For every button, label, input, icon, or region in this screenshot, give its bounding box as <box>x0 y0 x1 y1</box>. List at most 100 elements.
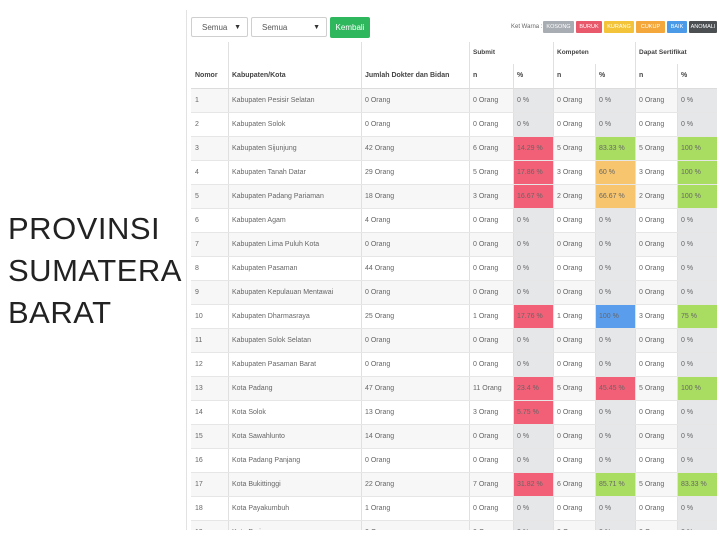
cell-kompeten-n: 0 Orang <box>557 433 583 440</box>
cell-submit-n: 7 Orang <box>473 481 499 488</box>
filter-select-2[interactable]: Semua ▼ <box>251 17 327 37</box>
cell-nomor: 15 <box>195 433 203 440</box>
cell-kabupaten: Kabupaten Pasaman Barat <box>232 361 317 368</box>
group-header-submit: Submit <box>473 49 496 56</box>
cell-sertifikat-n: 0 Orang <box>639 337 665 344</box>
cell-sertifikat-pct: 0 % <box>677 401 717 424</box>
cell-kabupaten: Kota Pariaman <box>228 521 361 530</box>
table-row: 17 Kota Bukittinggi 22 Orang 7 Orang 31.82 %… <box>191 473 717 497</box>
cell-kompeten-pct: 100 % <box>595 305 635 328</box>
cell-nomor: 2 <box>195 121 199 128</box>
back-button[interactable]: Kembali <box>330 17 370 38</box>
filter-select-1[interactable]: Semua ▼ <box>191 17 248 37</box>
cell-kabupaten: Kota Bukittinggi <box>232 481 281 488</box>
column-header-nomor[interactable]: Nomor <box>195 72 218 79</box>
column-header-kompeten-n[interactable]: n <box>557 72 562 79</box>
cell-kabupaten: Kota Payakumbuh <box>232 505 290 512</box>
column-header-kabupaten[interactable]: Kabupaten/Kota <box>232 72 286 79</box>
table-row: 15 Kota Sawahlunto 14 Orang 0 Orang 0 % 0 Ora… <box>191 425 717 449</box>
cell-kompeten-n: 5 Orang <box>557 385 583 392</box>
cell-jumlah: 18 Orang <box>365 193 395 200</box>
cell-kompeten-n: 0 Orang <box>557 241 583 248</box>
cell-kompeten-n: 1 Orang <box>557 313 583 320</box>
cell-kompeten-n: 2 Orang <box>557 193 583 200</box>
cell-sertifikat-pct: 0 % <box>677 233 717 256</box>
cell-submit-n: 11 Orang <box>473 385 502 392</box>
cell-kompeten-pct: 0 % <box>595 257 635 280</box>
cell-submit-n: 3 Orang <box>473 193 499 200</box>
cell-sertifikat-n: 0 Orang <box>635 521 677 530</box>
column-header-jumlah[interactable]: Jumlah Dokter dan Bidan <box>365 72 450 79</box>
cell-jumlah: 1 Orang <box>365 505 391 512</box>
cell-sertifikat-pct: 0 % <box>677 425 717 448</box>
cell-sertifikat-n: 0 Orang <box>639 505 665 512</box>
table-row: 9 Kabupaten Kepulauan Mentawai 0 Orang 0 Or… <box>191 281 717 305</box>
cell-submit-pct: 0 % <box>513 113 553 136</box>
cell-submit-pct: 0 % <box>513 281 553 304</box>
cell-kompeten-n: 0 Orang <box>557 217 583 224</box>
column-header-kompeten-pct[interactable]: % <box>599 72 606 79</box>
cell-sertifikat-pct: 0 % <box>677 113 717 136</box>
cell-nomor: 19 <box>191 521 228 530</box>
cell-sertifikat-pct: 0 % <box>677 449 717 472</box>
column-header-sertifikat-pct[interactable]: % <box>681 72 688 79</box>
filter-select-2-value: Semua <box>262 23 288 32</box>
cell-kompeten-n: 0 Orang <box>557 409 583 416</box>
cell-kompeten-pct: 0 % <box>595 233 635 256</box>
cell-submit-n: 0 Orang <box>473 337 499 344</box>
cell-submit-pct: 0 % <box>513 233 553 256</box>
cell-nomor: 12 <box>195 361 203 368</box>
cell-submit-n: 0 Orang <box>473 433 499 440</box>
cell-submit-pct: 23.4 % <box>513 377 553 400</box>
cell-sertifikat-pct: 0 % <box>677 89 717 112</box>
cell-kompeten-n: 0 Orang <box>557 121 583 128</box>
cell-kabupaten: Kota Padang Panjang <box>232 457 301 464</box>
cell-jumlah: 13 Orang <box>365 409 395 416</box>
cell-nomor: 5 <box>195 193 199 200</box>
cell-kabupaten: Kabupaten Agam <box>232 217 286 224</box>
cell-kompeten-pct: 0 % <box>595 497 635 520</box>
cell-submit-pct: 0 % <box>513 89 553 112</box>
cell-kompeten-pct: 0 % <box>595 425 635 448</box>
cell-kabupaten: Kabupaten Tanah Datar <box>232 169 306 176</box>
slide-title-line: PROVINSI <box>8 211 161 246</box>
cell-submit-pct: 0 % <box>513 449 553 472</box>
cell-kompeten-pct: 0 % <box>595 353 635 376</box>
cell-submit-pct: 5.75 % <box>513 401 553 424</box>
cell-nomor: 13 <box>195 385 203 392</box>
cell-kompeten-n: 6 Orang <box>557 481 583 488</box>
cell-jumlah: 0 Orang <box>365 289 391 296</box>
column-header-submit-pct[interactable]: % <box>517 72 524 79</box>
cell-submit-n: 0 Orang <box>473 121 499 128</box>
cell-kabupaten: Kabupaten Pesisir Selatan <box>232 97 315 104</box>
cell-sertifikat-pct: 0 % <box>677 209 717 232</box>
cell-submit-n: 0 Orang <box>469 521 513 530</box>
cell-sertifikat-n: 0 Orang <box>639 457 665 464</box>
cell-kompeten-n: 0 Orang <box>553 521 595 530</box>
cell-sertifikat-pct: 100 % <box>677 161 717 184</box>
column-header-sertifikat-n[interactable]: n <box>639 72 644 79</box>
cell-jumlah: 22 Orang <box>365 481 395 488</box>
column-header-row: Nomor Kabupaten/Kota Jumlah Dokter dan B… <box>191 64 717 89</box>
cell-kompeten-n: 0 Orang <box>557 97 583 104</box>
toolbar: Semua ▼ Semua ▼ Kembali Ket Warna : KOSO… <box>191 17 717 39</box>
cell-sertifikat-pct: 0 % <box>677 281 717 304</box>
cell-submit-pct: 14.29 % <box>513 137 553 160</box>
cell-kompeten-pct: 0 % <box>595 521 635 530</box>
cell-sertifikat-n: 0 Orang <box>639 289 665 296</box>
legend-label: Ket Warna : <box>511 24 543 30</box>
cell-kabupaten: Kabupaten Solok Selatan <box>232 337 312 344</box>
cell-kompeten-pct: 0 % <box>595 329 635 352</box>
table-row: 5 Kabupaten Padang Pariaman 18 Orang 3 Oran… <box>191 185 717 209</box>
cell-nomor: 7 <box>195 241 199 248</box>
cell-jumlah: 29 Orang <box>365 169 395 176</box>
cell-kabupaten: Kota Sawahlunto <box>232 433 285 440</box>
cell-kabupaten: Kota Solok <box>232 409 266 416</box>
cell-kompeten-n: 0 Orang <box>557 337 583 344</box>
cell-sertifikat-n: 5 Orang <box>639 481 665 488</box>
legend-chip-anomali: ANOMALI <box>689 21 717 33</box>
cell-nomor: 16 <box>195 457 203 464</box>
column-header-submit-n[interactable]: n <box>473 72 478 79</box>
table-row: 10 Kabupaten Dharmasraya 25 Orang 1 Orang 17… <box>191 305 717 329</box>
cell-submit-n: 3 Orang <box>473 409 499 416</box>
